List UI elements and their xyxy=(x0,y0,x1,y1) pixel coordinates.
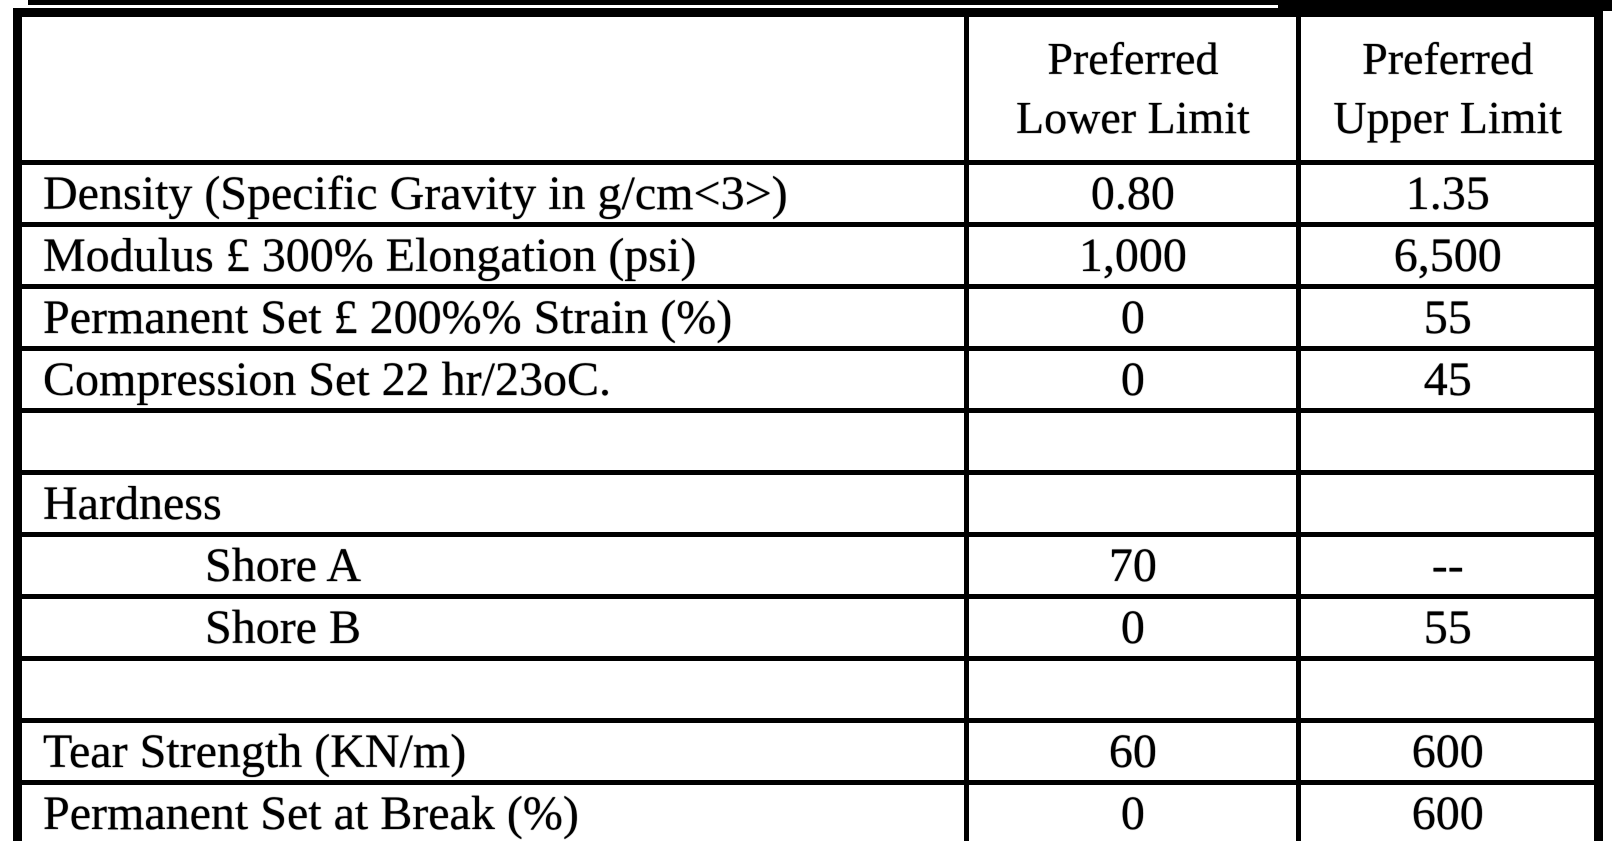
table-row-modulus: Modulus £ 300% Elongation (psi) 1,000 6,… xyxy=(14,222,1601,289)
cell-property-label: Tear Strength (KN/m) xyxy=(14,718,970,785)
cell-property-label: Density (Specific Gravity in g/cm<3>) xyxy=(14,160,970,227)
cell-property-label: Permanent Set at Break (%) xyxy=(14,780,970,841)
cell-upper-value xyxy=(1296,470,1601,537)
header-property-cell xyxy=(14,10,970,165)
cell-upper-value xyxy=(1296,408,1601,475)
cell-lower-value: 0 xyxy=(964,346,1302,413)
cell-upper-value: 600 xyxy=(1296,780,1601,841)
table-row-spacer xyxy=(14,408,1601,475)
cell-property-label: Modulus £ 300% Elongation (psi) xyxy=(14,222,970,289)
table-row-density: Density (Specific Gravity in g/cm<3>) 0.… xyxy=(14,160,1601,227)
table-row-tear-strength: Tear Strength (KN/m) 60 600 xyxy=(14,718,1601,785)
cell-lower-value xyxy=(964,656,1302,723)
cell-upper-value: -- xyxy=(1296,532,1601,599)
cell-upper-value: 45 xyxy=(1296,346,1601,413)
table-row-hardness: Hardness xyxy=(14,470,1601,537)
cell-property-label: Compression Set 22 hr/23oC. xyxy=(14,346,970,413)
scan-artifact-top-right-line xyxy=(1278,0,1612,11)
header-lower-line1: Preferred xyxy=(1047,32,1219,84)
table-row-permanent-set-strain: Permanent Set £ 200%% Strain (%) 0 55 xyxy=(14,284,1601,351)
table-header-row: Preferred Lower Limit Preferred Upper Li… xyxy=(14,10,1601,165)
material-properties-table: Preferred Lower Limit Preferred Upper Li… xyxy=(13,8,1603,841)
cell-upper-value: 6,500 xyxy=(1296,222,1601,289)
cell-lower-value: 0 xyxy=(964,780,1302,841)
cell-property-label: Shore B xyxy=(14,594,970,661)
cell-lower-value: 0 xyxy=(964,594,1302,661)
header-preferred-lower-limit: Preferred Lower Limit xyxy=(964,10,1302,165)
cell-lower-value: 1,000 xyxy=(964,222,1302,289)
cell-lower-value xyxy=(964,408,1302,475)
header-upper-line2: Upper Limit xyxy=(1333,91,1563,143)
cell-upper-value: 55 xyxy=(1296,284,1601,351)
cell-lower-value: 60 xyxy=(964,718,1302,785)
header-upper-line1: Preferred xyxy=(1362,32,1534,84)
header-preferred-upper-limit: Preferred Upper Limit xyxy=(1296,10,1601,165)
cell-lower-value xyxy=(964,470,1302,537)
cell-lower-value: 0 xyxy=(964,284,1302,351)
cell-upper-value xyxy=(1296,656,1601,723)
scan-artifact-top-line xyxy=(28,0,1612,5)
cell-property-label: Hardness xyxy=(14,470,970,537)
cell-upper-value: 600 xyxy=(1296,718,1601,785)
cell-property-label xyxy=(14,408,970,475)
cell-upper-value: 1.35 xyxy=(1296,160,1601,227)
cell-property-label xyxy=(14,656,970,723)
table-row-compression-set: Compression Set 22 hr/23oC. 0 45 xyxy=(14,346,1601,413)
cell-property-label: Shore A xyxy=(14,532,970,599)
table-row-spacer xyxy=(14,656,1601,723)
table-row-permanent-set-break: Permanent Set at Break (%) 0 600 xyxy=(14,780,1601,841)
cell-property-label: Permanent Set £ 200%% Strain (%) xyxy=(14,284,970,351)
cell-lower-value: 0.80 xyxy=(964,160,1302,227)
table-row-shore-a: Shore A 70 -- xyxy=(14,532,1601,599)
header-lower-line2: Lower Limit xyxy=(1016,91,1250,143)
cell-lower-value: 70 xyxy=(964,532,1302,599)
cell-upper-value: 55 xyxy=(1296,594,1601,661)
table-row-shore-b: Shore B 0 55 xyxy=(14,594,1601,661)
